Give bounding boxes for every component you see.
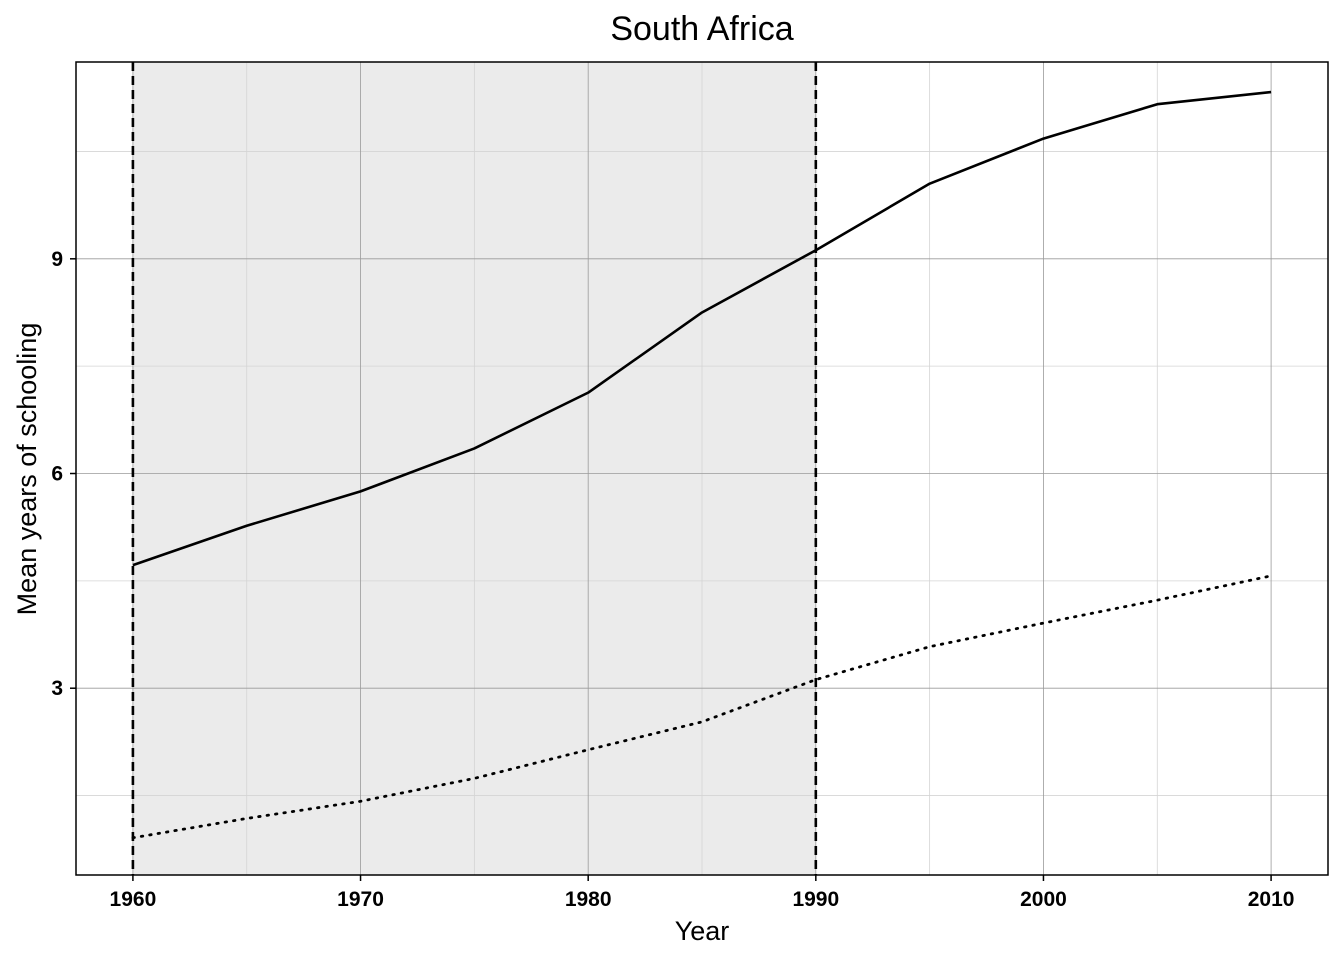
y-tick-label: 3 [51, 677, 63, 700]
reference-lines [131, 62, 818, 875]
minor-gridlines [76, 62, 1328, 875]
y-axis-ticks: 3 6 9 [51, 248, 76, 700]
series-layer [131, 90, 1273, 840]
x-axis-ticks: 1960 1970 1980 1990 2000 2010 [110, 875, 1295, 911]
y-tick-label: 9 [51, 248, 63, 271]
x-axis-label: Year [675, 916, 730, 946]
chart-title: South Africa [610, 10, 793, 48]
x-tick-label: 1970 [337, 888, 384, 911]
panel-border [75, 61, 1329, 876]
series-line-solid [132, 90, 1272, 567]
x-tick-label: 1980 [565, 888, 612, 911]
y-axis-label: Mean years of schooling [12, 323, 42, 616]
x-tick-label: 1960 [110, 888, 157, 911]
y-tick-label: 6 [51, 463, 63, 486]
x-tick-label: 2010 [1248, 888, 1295, 911]
x-tick-label: 2000 [1020, 888, 1067, 911]
x-tick-label: 1990 [792, 888, 839, 911]
major-gridlines [76, 62, 1328, 875]
